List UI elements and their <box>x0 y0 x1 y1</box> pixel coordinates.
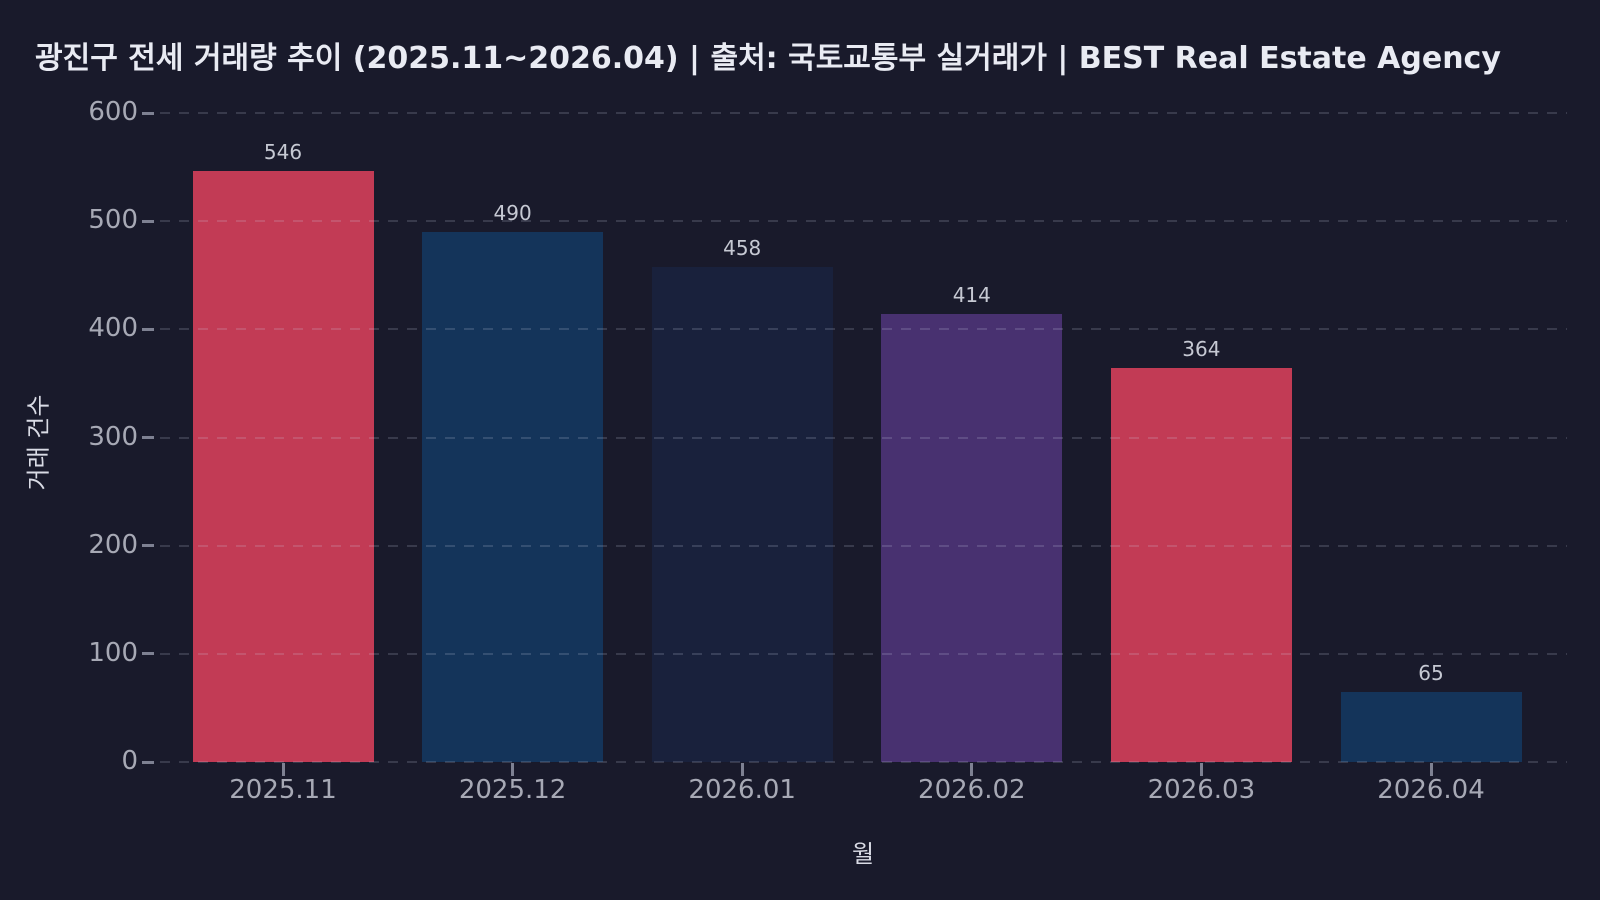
bar-value-label: 490 <box>493 200 532 225</box>
y-tick-label: 500 <box>88 205 138 236</box>
gridline-y500 <box>160 220 1567 223</box>
x-tick-mark <box>281 763 285 776</box>
x-tick-mark <box>740 763 744 776</box>
bar-2026.04 <box>1340 691 1522 762</box>
chart-title: 광진구 전세 거래량 추이 (2025.11~2026.04) | 출처: 국토… <box>35 41 1501 76</box>
gridline-y300 <box>160 436 1567 439</box>
bar-2025.12 <box>422 231 604 762</box>
gridline-y400 <box>160 328 1567 331</box>
y-tick-label: 600 <box>88 97 138 127</box>
y-tick-mark <box>142 544 154 548</box>
x-tick-label: 2025.12 <box>458 775 567 805</box>
x-tick-label: 2026.03 <box>1147 775 1256 805</box>
x-tick-label: 2026.01 <box>688 775 796 805</box>
y-tick-mark <box>142 652 154 656</box>
bar-value-label: 546 <box>263 140 303 165</box>
x-tick-label: 2026.02 <box>918 775 1026 805</box>
y-tick-mark <box>142 219 154 223</box>
x-tick-label: 2026.04 <box>1377 775 1485 805</box>
bar-value-label: 65 <box>1418 660 1444 685</box>
y-tick-mark <box>142 436 154 439</box>
y-tick-label: 0 <box>121 746 138 776</box>
x-axis-label: 월 <box>851 840 875 868</box>
gridline-y600 <box>160 112 1567 114</box>
y-tick-label: 300 <box>88 421 138 452</box>
bar-2026.03 <box>1110 368 1292 762</box>
gridline-y200 <box>160 544 1567 547</box>
x-tick-mark <box>970 763 974 776</box>
bar-value-label: 364 <box>1182 337 1221 362</box>
y-tick-label: 400 <box>88 313 138 344</box>
bar-2025.11 <box>192 171 374 762</box>
gridline-y100 <box>160 652 1567 655</box>
y-tick-label: 100 <box>88 637 138 668</box>
x-tick-mark <box>1429 763 1433 776</box>
y-tick-label: 200 <box>88 529 138 560</box>
gridline-y0 <box>160 761 1567 763</box>
y-tick-mark <box>142 327 154 331</box>
bar-value-label: 414 <box>952 283 991 308</box>
x-tick-mark <box>511 763 515 776</box>
bar-2026.02 <box>881 314 1063 762</box>
bar-2026.01 <box>651 266 833 762</box>
x-tick-mark <box>1199 763 1203 776</box>
bar-value-label: 458 <box>723 235 762 260</box>
y-tick-mark <box>142 111 154 115</box>
y-tick-mark <box>142 760 154 764</box>
x-tick-label: 2025.11 <box>229 775 337 805</box>
